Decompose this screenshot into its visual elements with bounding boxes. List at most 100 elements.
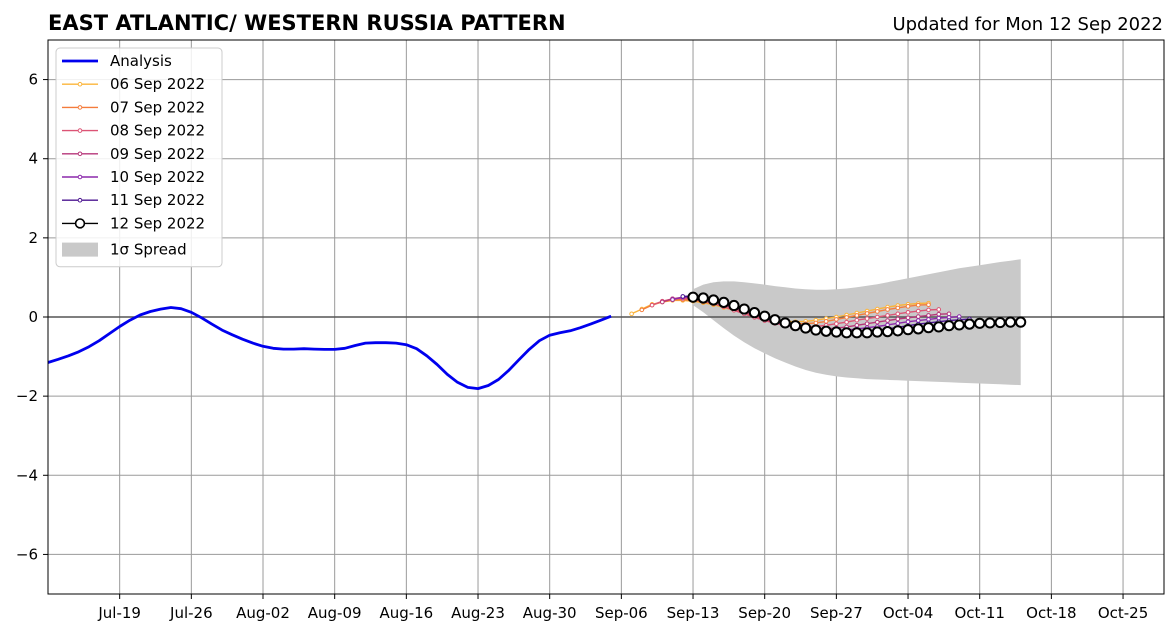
series-line: [47, 306, 612, 390]
data-point: [875, 309, 880, 314]
legend-box: [55, 47, 223, 268]
x-tick-label: Aug-30: [523, 604, 577, 622]
data-point: [895, 316, 901, 322]
data-point: [922, 322, 935, 334]
data-point: [871, 326, 883, 338]
x-tick-label: Oct-18: [1026, 604, 1076, 622]
data-point: [854, 323, 860, 328]
x-tick-label: Aug-23: [451, 604, 505, 622]
data-point: [844, 319, 849, 325]
x-tick-label: Aug-16: [379, 604, 433, 622]
data-point: [670, 297, 675, 302]
y-tick-label: −2: [16, 387, 38, 405]
data-point: [779, 317, 791, 329]
data-point: [875, 319, 880, 325]
data-point: [902, 324, 914, 336]
data-point: [844, 315, 849, 320]
legend-marker: [77, 128, 83, 133]
data-point: [936, 307, 942, 312]
data-point: [912, 323, 924, 335]
legend-label: 08 Sep 2022: [110, 122, 205, 140]
data-point: [946, 311, 952, 317]
x-tick-label: Sep-20: [738, 604, 791, 622]
data-point: [885, 313, 890, 318]
legend-marker: [77, 151, 83, 157]
legend-marker: [74, 218, 86, 229]
data-point: [707, 294, 720, 306]
y-tick-label: −6: [16, 545, 38, 563]
data-point: [728, 299, 740, 312]
data-point: [905, 304, 911, 309]
legend-label: 12 Sep 2022: [110, 214, 205, 232]
y-tick-label: 0: [28, 308, 38, 326]
data-point: [926, 307, 931, 313]
data-point: [759, 310, 771, 322]
data-point: [926, 302, 931, 308]
data-point: [943, 320, 955, 332]
data-point: [660, 299, 665, 305]
data-point: [905, 319, 911, 325]
data-point: [738, 303, 750, 315]
data-point: [974, 317, 986, 329]
data-point: [936, 315, 942, 321]
legend-label: 07 Sep 2022: [110, 98, 205, 116]
legend-label: Analysis: [110, 52, 172, 70]
data-point: [854, 313, 860, 318]
legend-label: 06 Sep 2022: [110, 75, 205, 93]
data-point: [905, 309, 911, 315]
y-tick-label: −4: [16, 466, 38, 484]
data-point: [915, 302, 921, 308]
legend-label: 11 Sep 2022: [110, 191, 205, 209]
legend-marker: [77, 197, 83, 203]
data-point: [926, 313, 931, 318]
data-point: [823, 319, 829, 324]
x-tick-label: Jul-26: [169, 604, 213, 622]
data-point: [885, 318, 890, 323]
data-point: [748, 307, 761, 319]
data-point: [680, 294, 686, 299]
data-point: [895, 321, 901, 326]
x-tick-label: Aug-02: [236, 604, 290, 622]
legend-label: 10 Sep 2022: [110, 168, 205, 186]
data-point: [953, 319, 965, 331]
data-point: [834, 317, 839, 322]
data-point: [994, 316, 1006, 329]
data-point: [813, 320, 819, 326]
data-point: [800, 322, 812, 334]
y-tick-label: 4: [28, 150, 38, 168]
data-point: [649, 302, 655, 308]
data-point: [963, 318, 976, 330]
legend-swatch: [62, 242, 98, 257]
data-point: [1015, 316, 1027, 328]
data-point: [915, 314, 921, 319]
data-point: [885, 307, 890, 312]
data-point: [687, 291, 699, 303]
data-point: [629, 311, 634, 317]
chart-title: EAST ATLANTIC/ WESTERN RUSSIA PATTERN: [48, 11, 566, 35]
data-point: [861, 327, 873, 339]
x-tick-label: Oct-25: [1098, 604, 1148, 622]
data-point: [639, 307, 645, 313]
data-point: [936, 311, 942, 317]
data-point: [864, 311, 870, 316]
legend: Analysis 06 Sep 2022 07 Sep 2022 08 Sep 202…: [55, 47, 223, 268]
data-point: [895, 305, 901, 311]
data-point: [915, 318, 921, 323]
data-point: [864, 316, 870, 321]
data-point: [830, 326, 842, 338]
data-point: [905, 315, 911, 321]
x-tick-label: Oct-04: [883, 604, 933, 622]
data-point: [718, 296, 730, 308]
data-point: [875, 314, 880, 320]
x-tick-label: Jul-19: [97, 604, 141, 622]
plot-area: Jul-19 Jul-26 Aug-02 Aug-09 Aug-16 Aug-23 Aug-…: [16, 39, 1165, 622]
legend-label: 09 Sep 2022: [110, 145, 205, 163]
legend-marker: [77, 105, 83, 110]
x-tick-label: Sep-27: [810, 604, 863, 622]
chart-subtitle: Updated for Mon 12 Sep 2022: [892, 14, 1163, 35]
legend-label: 1σ Spread: [110, 241, 187, 259]
data-point: [933, 321, 945, 333]
data-point: [851, 327, 863, 339]
